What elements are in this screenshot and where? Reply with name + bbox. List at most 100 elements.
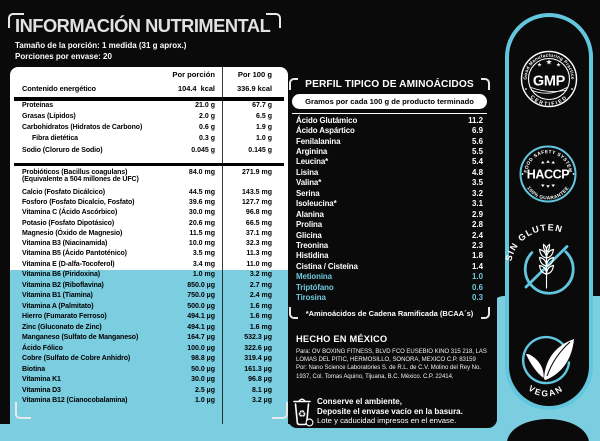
gluten-circle-arc bbox=[523, 250, 575, 295]
table-bracket-bottom-right bbox=[272, 402, 288, 419]
amino-panel-title: PERFIL TIPICO DE AMINOÁCIDOS bbox=[305, 78, 474, 90]
value-per-100g: 96.8 mg bbox=[245, 209, 272, 217]
amino-acid-row: Isoleucina* 3.1 bbox=[296, 199, 483, 209]
svg-text:CERTIFIED: CERTIFIED bbox=[529, 94, 569, 107]
amino-acid-value: 6.9 bbox=[472, 126, 483, 136]
value-per-portion: 20.6 mg bbox=[188, 219, 215, 227]
made-in-mexico-title: HECHO EN MÉXICO bbox=[296, 334, 388, 344]
amino-bracket-bottom-right bbox=[480, 307, 490, 319]
nutrient-name: Proteínas bbox=[22, 102, 53, 110]
amino-acid-row: Triptófano 0.6 bbox=[296, 282, 483, 292]
nutrient-name: Vitamina E (D-alfa-Tocoferol) bbox=[22, 260, 115, 268]
macronutrient-rows: Proteínas 21.0 g 67.7 g Grasas (Lípidos) 2.0… bbox=[10, 101, 288, 156]
table-header-row: Por porción Por 100 g bbox=[10, 67, 288, 81]
value-per-portion: 0.3 g bbox=[199, 135, 215, 143]
value-per-portion: 39.6 mg bbox=[188, 199, 215, 206]
value-per-100g: 2.7 mg bbox=[249, 281, 272, 289]
gluten-free-badge: SIN GLUTEN bbox=[505, 222, 575, 295]
value-per-100g: 322.6 µg bbox=[244, 344, 272, 352]
amino-bracket-bottom-left bbox=[289, 307, 298, 319]
table-row: Calcio (Fosfato Dicálcico) 44.5 mg 143.5 m… bbox=[10, 187, 288, 197]
amino-acid-row: Cistina / Cisteína 1.4 bbox=[296, 261, 483, 271]
thick-divider-2 bbox=[14, 162, 284, 167]
nutrient-name: Vitamina B1 (Tiamina) bbox=[22, 292, 93, 300]
next-capsule-top-arc bbox=[507, 419, 589, 441]
page-title: INFORMACIÓN NUTRIMENTAL bbox=[15, 15, 271, 36]
haccp-triangles-top bbox=[541, 160, 555, 164]
amino-acid-name: Valina* bbox=[296, 178, 322, 188]
value-per-100g: 3.2 mg bbox=[249, 271, 272, 279]
value-per-portion: 2.0 g bbox=[199, 113, 215, 121]
value-per-portion: 750.0 µg bbox=[187, 292, 215, 300]
nutrient-name: Fibra dietética bbox=[32, 135, 78, 143]
value-per-100g: 67.7 g bbox=[252, 102, 272, 110]
amino-acid-value: 5.4 bbox=[472, 157, 483, 167]
table-row: Fosforo (Fosfato Dicalcio, Fosfato) 39.6 … bbox=[10, 198, 288, 208]
title-bracket-top-left bbox=[8, 13, 24, 28]
table-column-divider bbox=[222, 67, 223, 424]
gmp-star-right: ★ bbox=[556, 63, 561, 69]
col-header-per-portion: Por porción bbox=[172, 70, 215, 79]
amino-acid-value: 0.6 bbox=[472, 282, 483, 292]
value-per-portion: 50.0 µg bbox=[191, 365, 215, 373]
value-per-100g: 1.6 mg bbox=[249, 323, 272, 331]
value-per-portion: 10.0 mg bbox=[188, 240, 215, 248]
nutrient-name: Biotina bbox=[22, 365, 46, 373]
address-line: 1937, Col. Tomas Aquino, Tijuana, B.C. M… bbox=[296, 373, 454, 380]
table-row: Ácido Fólico 100.0 µg 322.6 µg bbox=[10, 343, 288, 354]
disposal-line-3: Lote y caducidad impresos en el envase. bbox=[317, 416, 457, 425]
amino-acid-row: Metionina 1.0 bbox=[296, 272, 483, 282]
nutrient-name: Vitamina A (Palmitato) bbox=[22, 302, 94, 310]
table-row: Vitamina B2 (Riboflavina) 850.0 µg 2.7 mg bbox=[10, 280, 288, 291]
serving-size-text: Tamaño de la porción: 1 medida (31 g apr… bbox=[15, 41, 187, 50]
energy-row: Contenido energético 104.4 kcal 336.9 kc… bbox=[10, 81, 288, 97]
nutrient-name-line2: (Equivalente a 504 millones de UFC) bbox=[22, 176, 139, 184]
amino-acid-value: 1.8 bbox=[472, 251, 483, 261]
nutrient-name: Manganeso (Sulfato de Manganeso) bbox=[22, 334, 139, 342]
nutrient-name: Fosforo (Fosfato Dicalcio, Fosfato) bbox=[22, 199, 135, 206]
gmp-star-left: ★ bbox=[537, 63, 542, 69]
title-bracket-top-right bbox=[266, 13, 281, 28]
value-per-portion: 0.6 g bbox=[199, 124, 215, 132]
amino-acid-value: 4.8 bbox=[472, 167, 483, 177]
nutrient-name: Probióticos (Bacillus coagulans) (Equival… bbox=[22, 169, 159, 185]
value-per-100g: 319.4 µg bbox=[244, 355, 272, 363]
amino-acid-row: Histidina 1.8 bbox=[296, 251, 483, 261]
amino-bracket-top-right bbox=[480, 78, 490, 90]
disposal-line-2: Deposite el envase vacío en la basura. bbox=[317, 406, 463, 416]
value-per-portion: 44.5 mg bbox=[188, 188, 215, 196]
value-per-portion: 11.5 mg bbox=[189, 229, 215, 237]
value-per-100g: 11.3 mg bbox=[246, 250, 272, 258]
value-per-portion: 1.0 µg bbox=[195, 397, 215, 405]
value-per-portion: 3.4 mg bbox=[192, 260, 215, 268]
col-header-per-100g: Por 100 g bbox=[237, 70, 272, 79]
value-per-portion: 850.0 µg bbox=[187, 281, 215, 289]
nutrient-name: Vitamina B3 (Niacinamida) bbox=[22, 240, 108, 248]
value-per-100g: 1.6 mg bbox=[249, 302, 272, 310]
value-per-portion: 0.045 g bbox=[191, 146, 215, 154]
svg-text:♻: ♻ bbox=[298, 409, 307, 420]
amino-acid-value: 2.9 bbox=[472, 209, 483, 219]
value-per-100g: 66.5 mg bbox=[245, 219, 272, 227]
table-row: Vitamina B6 (Piridoxina) 1.0 mg 3.2 mg bbox=[10, 270, 288, 281]
address-line: Para: OV BOXING FITNESS, BLVD FCO EUSEBI… bbox=[296, 349, 487, 355]
nutrient-name: Sodio (Cloruro de Sodio) bbox=[22, 146, 103, 154]
table-row: Probióticos (Bacillus coagulans) (Equival… bbox=[10, 166, 288, 187]
amino-acid-value: 1.4 bbox=[472, 261, 483, 271]
gmp-star-center: ★ bbox=[546, 58, 553, 67]
amino-acid-name: Histidina bbox=[296, 251, 329, 261]
nutrient-name: Cobre (Sulfato de Cobre Anhidro) bbox=[22, 355, 131, 363]
table-row: Vitamina K1 30.0 µg 96.8 µg bbox=[10, 375, 288, 386]
gmp-certified-badge: Good Manufacturing Practice CERTIFIED ★ … bbox=[520, 50, 578, 108]
amino-acid-name: Ácido Glutámico bbox=[296, 115, 358, 125]
value-per-portion: 494.1 µg bbox=[187, 313, 215, 321]
amino-acid-row: Alanina 2.9 bbox=[296, 209, 483, 219]
vegan-leaf-vein bbox=[546, 341, 571, 377]
table-row: Hierro (Fumarato Ferroso) 494.1 µg 1.6 mg bbox=[10, 312, 288, 323]
amino-acid-name: Lisina bbox=[296, 167, 319, 177]
vegan-ring bbox=[521, 335, 571, 385]
amino-acid-value: 2.8 bbox=[472, 220, 483, 230]
amino-acid-row: Valina* 3.5 bbox=[296, 178, 483, 188]
value-per-100g: 532.3 µg bbox=[244, 334, 272, 342]
manufacturer-address: Para: OV BOXING FITNESS, BLVD FCO EUSEBI… bbox=[296, 348, 496, 381]
